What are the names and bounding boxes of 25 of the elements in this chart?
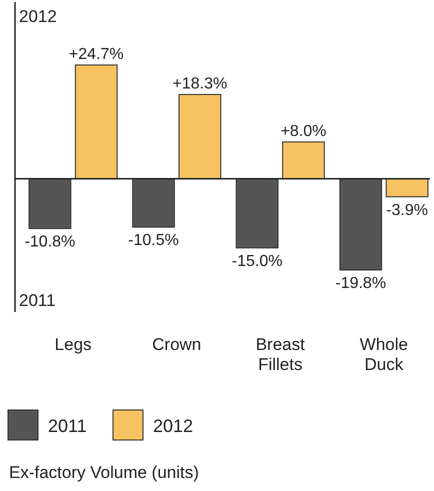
bar — [132, 178, 175, 228]
x-tick-label: Whole Duck — [360, 335, 408, 374]
x-tick-label: Breast Fillets — [256, 335, 306, 374]
data-label: -3.9% — [386, 202, 428, 219]
bar — [178, 94, 222, 180]
data-label: +24.7% — [68, 46, 124, 63]
bar — [236, 178, 278, 248]
data-label: -10.8% — [24, 234, 76, 251]
data-label: +18.3% — [172, 75, 228, 92]
data-label: +8.0% — [280, 122, 326, 140]
bar — [282, 141, 325, 180]
bar — [28, 178, 72, 230]
legend-label: 2011 — [48, 416, 87, 436]
text: Ex-factory Volume (units) — [9, 463, 199, 482]
data-label: -10.5% — [128, 232, 179, 250]
text: 2012 — [19, 7, 57, 26]
x-tick-label: Legs — [54, 335, 92, 354]
legend-label: 2012 — [153, 416, 194, 436]
data-label: -15.0% — [232, 252, 282, 270]
bar — [339, 178, 382, 270]
bar — [386, 178, 428, 198]
text: 2011 — [19, 291, 56, 310]
bar — [74, 64, 118, 180]
data-label: -19.8% — [335, 275, 386, 292]
x-tick-label: Crown — [152, 335, 202, 354]
